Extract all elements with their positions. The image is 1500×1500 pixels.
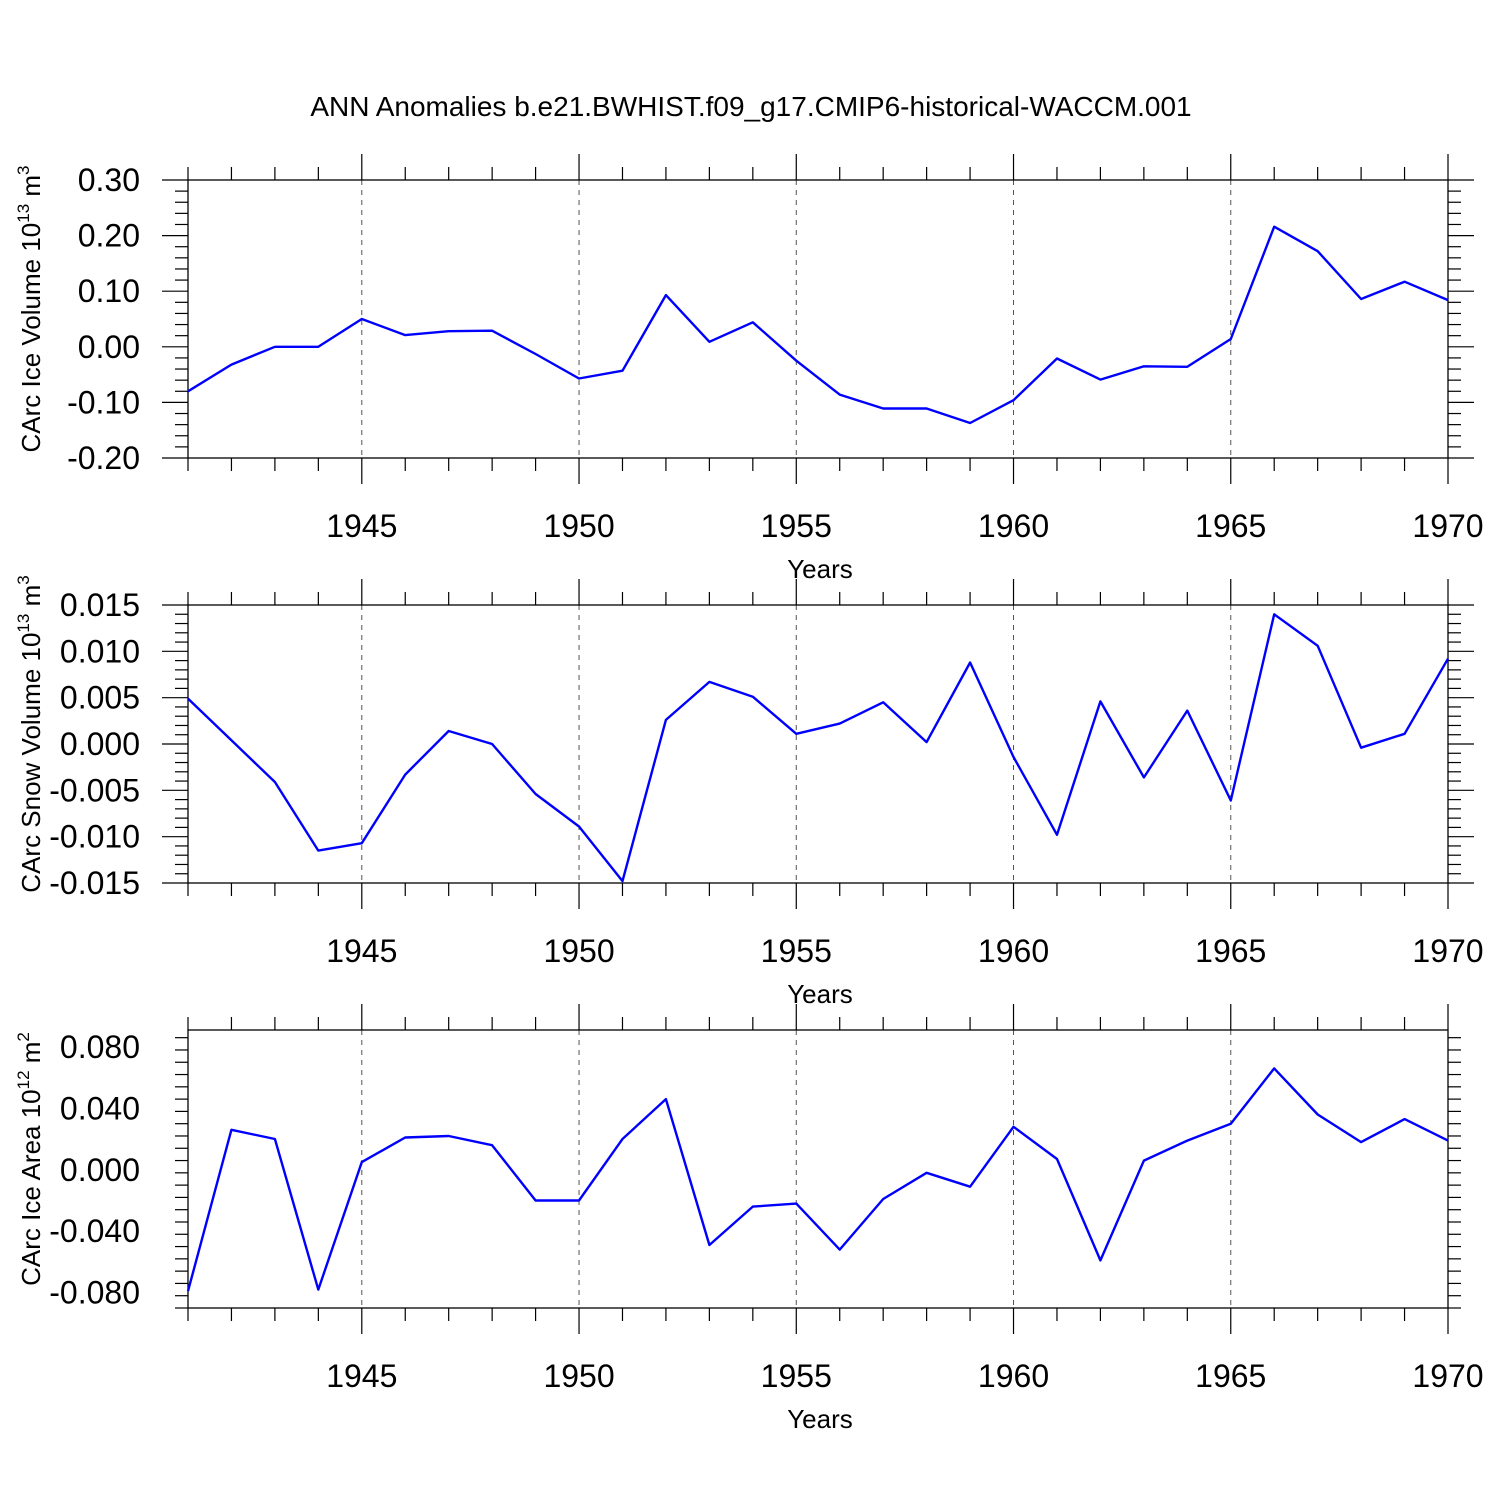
x-tick-label: 1965 [1195, 1358, 1266, 1394]
x-tick-label: 1970 [1412, 933, 1483, 969]
y-tick-label: 0.010 [60, 633, 140, 669]
x-axis-label: Years [787, 554, 853, 584]
x-tick-label: 1950 [543, 933, 614, 969]
x-axis-label: Years [787, 1404, 853, 1434]
x-tick-label: 1960 [978, 933, 1049, 969]
x-tick-label: 1955 [761, 1358, 832, 1394]
series-line [187, 225, 1449, 425]
y-tick-label: 0.005 [60, 680, 140, 716]
y-tick-label: 0.20 [78, 218, 140, 254]
x-tick-label: 1950 [543, 1358, 614, 1394]
plot-frame [187, 604, 1449, 884]
y-tick-label: 0.00 [78, 329, 140, 365]
x-axis-label: Years [787, 979, 853, 1009]
plot-frame [187, 1029, 1449, 1309]
y-tick-label: 0.000 [60, 726, 140, 762]
x-tick-label: 1970 [1412, 1358, 1483, 1394]
x-tick-label: 1950 [543, 508, 614, 544]
x-tick-label: 1955 [761, 933, 832, 969]
y-tick-label: 0.015 [60, 587, 140, 623]
chart-title: ANN Anomalies b.e21.BWHIST.f09_g17.CMIP6… [310, 91, 1191, 122]
x-tick-label: 1945 [326, 1358, 397, 1394]
x-tick-label: 1970 [1412, 508, 1483, 544]
y-axis-label: CArc Snow Volume 1013 m3 [14, 575, 46, 892]
series-line [187, 613, 1450, 883]
y-tick-label: 0.080 [60, 1029, 140, 1065]
y-axis-label: CArc Ice Area 1012 m2 [14, 1032, 46, 1286]
x-tick-label: 1945 [326, 508, 397, 544]
x-tick-label: 1960 [978, 508, 1049, 544]
y-tick-label: 0.10 [78, 273, 140, 309]
y-tick-label: -0.10 [67, 384, 140, 420]
y-tick-label: -0.040 [49, 1213, 140, 1249]
y-tick-label: -0.080 [49, 1275, 140, 1311]
y-tick-label: -0.20 [67, 440, 140, 476]
panel-1: -0.20 -0.10 0.00 0.10 0.20 0.30 1945 1950 1955 19… [14, 154, 1484, 584]
panels: -0.20 -0.10 0.00 0.10 0.20 0.30 1945 1950 1955 19… [14, 154, 1484, 1434]
y-tick-label: 0.000 [60, 1152, 140, 1188]
panel-3: -0.080 -0.040 0.000 0.040 0.080 1945 1950 1955 1… [14, 1004, 1484, 1434]
y-tick-label: -0.010 [49, 819, 140, 855]
series-line [186, 1067, 1449, 1292]
x-tick-label: 1965 [1195, 508, 1266, 544]
y-tick-label: -0.015 [49, 865, 140, 901]
x-tick-label: 1965 [1195, 933, 1266, 969]
y-tick-label: 0.30 [78, 162, 140, 198]
x-tick-label: 1955 [761, 508, 832, 544]
y-tick-label: -0.005 [49, 772, 140, 808]
x-tick-label: 1945 [326, 933, 397, 969]
x-tick-label: 1960 [978, 1358, 1049, 1394]
y-tick-label: 0.040 [60, 1090, 140, 1126]
y-axis-label: CArc Ice Volume 1013 m3 [14, 165, 46, 452]
panel-2: -0.015 -0.010 -0.005 0.000 0.005 0.010 0.015 19… [14, 575, 1484, 1009]
plot-frame [187, 179, 1449, 459]
